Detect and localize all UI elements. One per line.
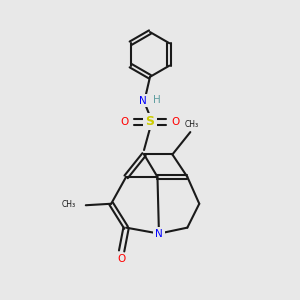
Text: H: H: [153, 94, 161, 104]
Text: CH₃: CH₃: [62, 200, 76, 209]
Text: O: O: [118, 254, 126, 264]
Text: N: N: [139, 96, 147, 106]
Text: CH₃: CH₃: [185, 120, 199, 129]
Text: S: S: [146, 115, 154, 128]
Text: O: O: [120, 117, 128, 127]
Text: O: O: [172, 117, 180, 127]
Text: N: N: [155, 229, 163, 238]
